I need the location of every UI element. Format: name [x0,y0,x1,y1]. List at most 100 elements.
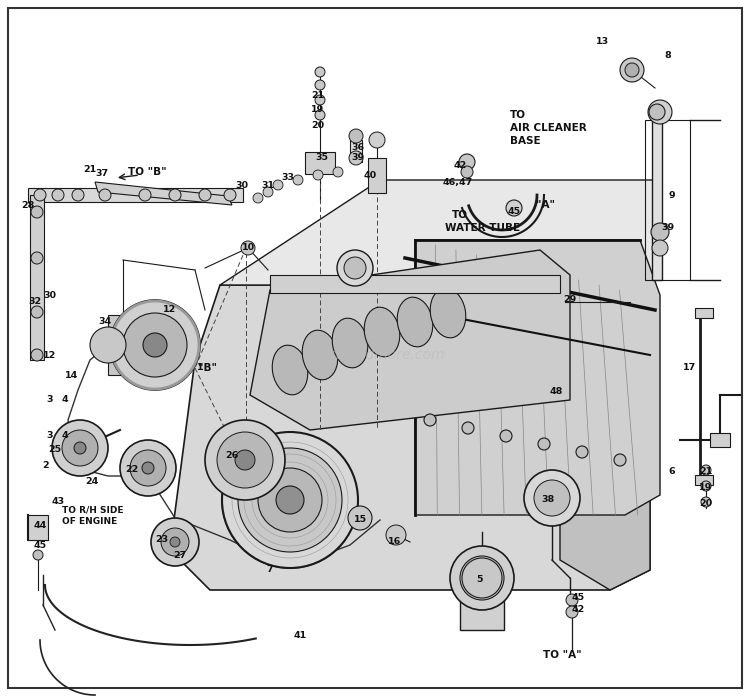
Circle shape [450,546,514,610]
Text: TO "B": TO "B" [128,167,166,177]
Text: 21: 21 [83,166,97,175]
Text: 10: 10 [242,244,254,253]
Text: 33: 33 [281,173,295,182]
Circle shape [386,525,406,545]
Circle shape [170,537,180,547]
Circle shape [238,448,342,552]
Circle shape [258,468,322,532]
Circle shape [293,175,303,185]
Text: 28: 28 [21,200,34,209]
Circle shape [130,450,166,486]
Bar [350,140,362,162]
Circle shape [52,420,108,476]
Bar [270,275,560,293]
Text: 42: 42 [453,161,466,170]
Circle shape [52,189,64,201]
Text: 5: 5 [477,576,483,585]
Text: 41: 41 [293,631,307,640]
Circle shape [369,132,385,148]
Circle shape [253,193,263,203]
Text: 31: 31 [262,180,274,189]
Text: TO: TO [452,210,468,220]
Text: TO R/H SIDE: TO R/H SIDE [62,505,124,514]
Circle shape [348,506,372,530]
Text: 19: 19 [311,106,325,115]
Circle shape [349,129,363,143]
Text: 24: 24 [86,477,99,487]
Polygon shape [560,285,650,590]
Circle shape [474,570,490,586]
Text: BASE: BASE [510,136,541,146]
Text: 17: 17 [683,363,697,372]
Circle shape [205,420,285,500]
Text: 4: 4 [62,431,68,439]
Circle shape [31,252,43,264]
Circle shape [34,189,46,201]
Circle shape [500,430,512,442]
Bar [30,195,44,360]
Circle shape [235,450,255,470]
Circle shape [315,110,325,120]
Bar [28,188,243,202]
Circle shape [33,550,43,560]
Circle shape [566,594,578,606]
Circle shape [462,558,502,598]
Text: WATER TUBE: WATER TUBE [445,223,520,233]
Text: 21: 21 [311,90,325,100]
Text: 32: 32 [28,297,41,306]
Ellipse shape [430,288,466,338]
Circle shape [74,442,86,454]
Text: 39: 39 [352,154,364,162]
Circle shape [701,481,711,491]
Circle shape [576,446,588,458]
Text: 21: 21 [699,468,712,477]
Bar [695,308,713,318]
Bar [368,158,386,193]
Text: 48: 48 [549,388,562,397]
Text: 39: 39 [662,223,674,232]
Text: 2: 2 [43,461,50,470]
Circle shape [648,100,672,124]
Circle shape [161,528,189,556]
Circle shape [199,189,211,201]
Circle shape [462,422,474,434]
Text: 3: 3 [46,395,53,404]
Circle shape [222,432,358,568]
Circle shape [337,250,373,286]
Text: TO: TO [510,110,526,120]
Text: 34: 34 [98,317,112,326]
Bar [305,152,335,174]
Text: 44: 44 [33,521,46,530]
Circle shape [506,200,522,216]
Circle shape [538,438,550,450]
Text: 30: 30 [44,290,56,299]
Text: 36: 36 [352,143,364,152]
Circle shape [139,189,151,201]
Circle shape [217,432,273,488]
Text: 6: 6 [669,468,675,477]
Polygon shape [415,240,660,515]
Text: 43: 43 [52,498,64,507]
Ellipse shape [332,318,368,367]
Text: TO "A": TO "A" [543,650,581,660]
Ellipse shape [398,297,433,347]
Text: 12: 12 [164,306,177,315]
Text: 8: 8 [664,51,671,59]
Ellipse shape [302,330,338,380]
Circle shape [524,470,580,526]
Text: 9: 9 [669,191,675,200]
Circle shape [120,440,176,496]
Text: 19: 19 [699,484,712,493]
Circle shape [620,58,644,82]
Circle shape [110,300,200,390]
Circle shape [701,465,711,475]
Text: 38: 38 [542,496,554,505]
Circle shape [142,462,154,474]
Text: 1: 1 [196,363,203,372]
Circle shape [313,170,323,180]
Circle shape [461,166,473,178]
Text: 45: 45 [572,594,584,603]
Text: 42: 42 [572,606,585,615]
Circle shape [459,154,475,170]
Text: 35: 35 [316,154,328,162]
